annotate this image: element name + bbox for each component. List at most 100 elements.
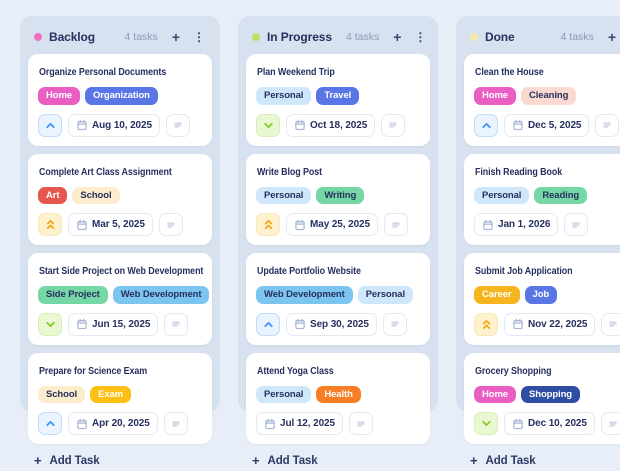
chevron-up-icon xyxy=(44,417,57,430)
priority-highest-button[interactable] xyxy=(38,213,62,236)
notes-icon xyxy=(172,119,184,131)
task-title: Start Side Project on Web Development xyxy=(39,265,204,277)
tag: Exam xyxy=(90,385,132,403)
task-card[interactable]: Finish Reading Book Personal Reading Jan 1,… xyxy=(464,153,620,245)
task-card[interactable]: Update Portfolio Website Web Development P… xyxy=(246,253,430,345)
due-date-label: Mar 5, 2025 xyxy=(92,219,145,230)
notes-button[interactable] xyxy=(600,412,620,435)
task-meta-row: Dec 10, 2025 xyxy=(474,412,620,435)
due-date-label: Jan 1, 2026 xyxy=(498,219,551,230)
task-card[interactable]: Organize Personal Documents Home Organizat… xyxy=(28,54,212,146)
add-card-button[interactable]: + xyxy=(171,29,180,45)
double-chevron-up-icon xyxy=(480,318,493,331)
notes-button[interactable] xyxy=(383,213,408,236)
task-meta-row: Jul 12, 2025 xyxy=(256,412,421,435)
notes-button[interactable] xyxy=(382,312,407,336)
priority-high-button[interactable] xyxy=(256,312,280,336)
task-card[interactable]: Attend Yoga Class Personal Health Jul 12, 2… xyxy=(246,352,430,444)
due-date-chip[interactable]: Jul 12, 2025 xyxy=(256,412,343,435)
tag: Web Development xyxy=(112,286,210,304)
column-header: Backlog 4 tasks + ⋮ xyxy=(28,24,212,54)
due-date-chip[interactable]: Mar 5, 2025 xyxy=(68,213,153,236)
due-date-label: Oct 18, 2025 xyxy=(310,119,368,131)
double-chevron-up-icon xyxy=(262,218,275,231)
task-card[interactable]: Write Blog Post Personal Writing May 25, 20… xyxy=(246,153,430,245)
notes-button[interactable] xyxy=(164,312,189,336)
task-card[interactable]: Plan Weekend Trip Personal Travel Oct 18, 2… xyxy=(246,54,430,146)
card-list: Organize Personal Documents Home Organizat… xyxy=(28,54,212,444)
due-date-chip[interactable]: Sep 30, 2025 xyxy=(286,312,377,336)
task-title: Grocery Shopping xyxy=(475,364,552,377)
tag: Home xyxy=(474,385,516,403)
chevron-up-icon xyxy=(262,318,275,331)
add-card-button[interactable]: + xyxy=(607,29,616,45)
priority-low-button[interactable] xyxy=(474,412,498,435)
due-date-chip[interactable]: Jun 15, 2025 xyxy=(68,312,159,336)
tag: Shopping xyxy=(521,385,580,403)
notes-button[interactable] xyxy=(348,412,373,435)
calendar-icon xyxy=(76,418,88,430)
due-date-label: Jun 15, 2025 xyxy=(92,318,151,330)
due-date-chip[interactable]: Apr 20, 2025 xyxy=(68,412,158,435)
due-date-label: Nov 22, 2025 xyxy=(528,318,588,330)
add-task-button[interactable]: + Add Task xyxy=(28,444,212,471)
notes-button[interactable] xyxy=(163,412,188,435)
notes-icon xyxy=(170,418,182,430)
notes-icon xyxy=(387,119,399,131)
task-card[interactable]: Start Side Project on Web Development Sid… xyxy=(28,253,212,345)
priority-high-button[interactable] xyxy=(474,113,498,137)
due-date-chip[interactable]: Aug 10, 2025 xyxy=(68,113,160,137)
add-task-button[interactable]: + Add Task xyxy=(246,444,430,471)
column-title: Backlog xyxy=(49,30,95,44)
column-menu-button[interactable]: ⋮ xyxy=(414,30,427,44)
notes-button[interactable] xyxy=(381,113,406,137)
add-card-button[interactable]: + xyxy=(393,29,402,45)
add-icon: + xyxy=(470,453,478,468)
priority-low-button[interactable] xyxy=(256,113,280,137)
task-title: Update Portfolio Website xyxy=(257,265,361,277)
notes-button[interactable] xyxy=(158,213,183,236)
due-date-chip[interactable]: May 25, 2025 xyxy=(286,213,378,236)
calendar-icon xyxy=(512,318,524,330)
priority-low-button[interactable] xyxy=(38,312,62,336)
tag-list: Home Organization xyxy=(38,87,203,105)
due-date-label: Aug 10, 2025 xyxy=(92,119,152,131)
calendar-icon xyxy=(512,119,524,131)
priority-high-button[interactable] xyxy=(38,113,62,137)
priority-highest-button[interactable] xyxy=(256,213,280,236)
task-card[interactable]: Grocery Shopping Home Shopping Dec 10, 2025 xyxy=(464,352,620,444)
tag: Reading xyxy=(534,186,588,204)
priority-highest-button[interactable] xyxy=(474,312,498,336)
card-list: Plan Weekend Trip Personal Travel Oct 18, 2… xyxy=(246,54,430,444)
tag: Web Development xyxy=(256,286,353,304)
task-card[interactable]: Complete Art Class Assignment Art School Ma… xyxy=(28,153,212,245)
due-date-chip[interactable]: Nov 22, 2025 xyxy=(504,312,596,336)
notes-button[interactable] xyxy=(601,312,620,336)
task-meta-row: May 25, 2025 xyxy=(256,213,421,236)
column-menu-button[interactable]: ⋮ xyxy=(193,30,205,44)
task-title: Plan Weekend Trip xyxy=(257,66,335,78)
tag: Personal xyxy=(256,385,312,403)
task-card[interactable]: Submit Job Application Career Job Nov 22, 2… xyxy=(464,253,620,345)
due-date-chip[interactable]: Oct 18, 2025 xyxy=(286,113,376,137)
add-task-label: Add Task xyxy=(267,454,318,467)
tag-list: Personal Writing xyxy=(256,186,421,204)
notes-button[interactable] xyxy=(595,113,620,137)
tag: Personal xyxy=(256,186,312,204)
task-title: Prepare for Science Exam xyxy=(39,364,148,377)
notes-button[interactable] xyxy=(165,113,190,137)
task-card[interactable]: Clean the House Home Cleaning Dec 5, 2025 xyxy=(464,54,620,146)
add-task-label: Add Task xyxy=(49,454,100,467)
notes-button[interactable] xyxy=(564,213,589,236)
due-date-label: Apr 20, 2025 xyxy=(92,418,150,429)
add-task-button[interactable]: + Add Task xyxy=(464,444,620,471)
double-chevron-up-icon xyxy=(44,218,57,231)
due-date-chip[interactable]: Dec 10, 2025 xyxy=(504,412,595,435)
due-date-chip[interactable]: Dec 5, 2025 xyxy=(504,113,590,137)
add-icon: + xyxy=(252,453,260,468)
task-card[interactable]: Prepare for Science Exam School Exam Apr 20… xyxy=(28,352,212,444)
due-date-label: Dec 5, 2025 xyxy=(528,119,582,131)
priority-high-button[interactable] xyxy=(38,412,62,435)
due-date-chip[interactable]: Jan 1, 2026 xyxy=(474,213,559,236)
